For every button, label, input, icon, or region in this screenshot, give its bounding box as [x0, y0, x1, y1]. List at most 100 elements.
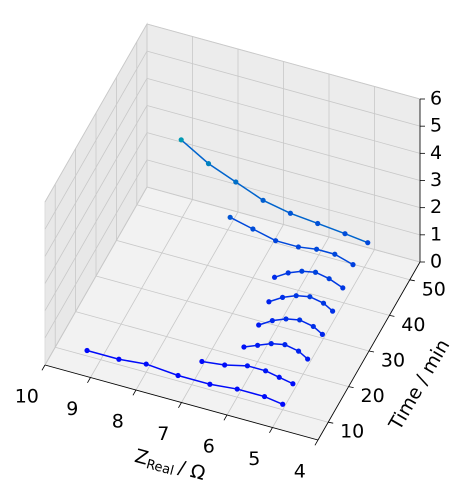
data-point: [283, 316, 289, 322]
data-point: [314, 246, 320, 252]
x-label-sub: Real: [145, 457, 176, 479]
y-tick-label: 20: [361, 385, 385, 407]
x-label-base: Z: [132, 445, 150, 470]
data-point: [269, 318, 275, 324]
x-tick-label: 5: [248, 448, 260, 470]
z-tick-label: 4: [430, 142, 442, 164]
x-tick-label: 6: [203, 435, 215, 457]
data-point: [350, 262, 356, 268]
grid-line: [55, 346, 329, 423]
data-point: [290, 381, 296, 387]
grid-line: [116, 240, 390, 316]
series-line: [86, 349, 283, 405]
z-tick-label: 6: [430, 88, 442, 110]
data-point: [332, 251, 338, 257]
x-tick-label: 9: [66, 398, 78, 420]
data-point: [315, 220, 321, 227]
grid-line: [136, 204, 410, 281]
z-tick-label: 0: [430, 251, 442, 273]
grid-line: [44, 159, 148, 339]
x-tick-label: 8: [112, 410, 124, 432]
data-point: [222, 362, 228, 368]
grid-line: [146, 132, 421, 209]
data-point: [320, 300, 327, 306]
grid-line: [95, 275, 370, 352]
tick-mark: [41, 364, 46, 371]
data-point: [205, 161, 212, 167]
grid-line: [146, 50, 421, 127]
grid-line: [146, 23, 421, 100]
data-point: [241, 344, 247, 350]
tick-mark: [223, 414, 228, 421]
data-point: [297, 317, 303, 323]
data-point: [279, 294, 286, 300]
series-line: [180, 139, 369, 244]
y-tick-label: 50: [422, 278, 446, 300]
z-tick-label: 5: [430, 115, 442, 137]
data-point: [365, 240, 371, 246]
data-point: [305, 356, 311, 362]
data-point: [116, 356, 122, 362]
tick-mark: [314, 439, 319, 446]
data-point: [244, 363, 250, 369]
data-point: [234, 386, 240, 392]
x-tick-label: 10: [15, 385, 39, 407]
tick-mark: [178, 402, 182, 409]
data-point: [260, 197, 266, 203]
y-tick-label: 30: [381, 350, 405, 372]
tick-mark: [328, 421, 334, 424]
grid-line: [44, 78, 148, 257]
data-point: [310, 323, 316, 330]
data-point: [299, 268, 305, 274]
data-point: [285, 270, 291, 276]
tick-mark: [132, 389, 137, 396]
z-tick-label: 3: [430, 169, 442, 191]
data-point: [256, 322, 262, 328]
grid-line: [146, 186, 421, 263]
data-point: [295, 244, 301, 250]
data-point: [319, 331, 325, 337]
tick-mark: [348, 386, 354, 388]
tick-mark: [409, 279, 415, 282]
z-tick-label: 2: [430, 196, 442, 218]
data-point: [280, 401, 286, 407]
tick-mark: [269, 427, 273, 434]
data-point: [178, 137, 184, 143]
data-point: [175, 372, 181, 379]
data-point: [271, 274, 278, 280]
grid-line: [44, 105, 148, 284]
data-point: [342, 231, 348, 237]
data-point: [282, 342, 288, 348]
grid-line: [75, 311, 349, 387]
x-tick-label: 7: [157, 423, 169, 445]
grid-line: [44, 132, 148, 311]
data-point: [227, 214, 233, 220]
data-point: [273, 238, 279, 244]
data-point: [287, 210, 293, 216]
grid-line: [44, 23, 148, 203]
x-axis-line: [44, 364, 319, 441]
data-point: [199, 358, 205, 365]
tick-mark: [368, 350, 375, 353]
data-point: [266, 299, 272, 305]
tick-mark: [389, 315, 395, 317]
grid-line: [146, 105, 421, 181]
data-point: [312, 269, 319, 275]
data-point: [276, 374, 282, 380]
data-point: [84, 347, 90, 354]
data-point: [250, 226, 256, 232]
data-point: [261, 393, 268, 400]
grid-line: [44, 50, 148, 230]
data-point: [233, 179, 239, 185]
data-point: [330, 308, 336, 314]
y-tick-label: 10: [340, 421, 364, 443]
y-tick-label: 40: [401, 314, 425, 336]
data-point: [295, 348, 302, 354]
data-point: [263, 368, 269, 374]
data-point: [268, 341, 274, 347]
data-point: [326, 276, 332, 282]
data-point: [307, 294, 313, 300]
x-label-unit: / Ω: [176, 456, 208, 484]
tick-mark: [87, 377, 91, 384]
